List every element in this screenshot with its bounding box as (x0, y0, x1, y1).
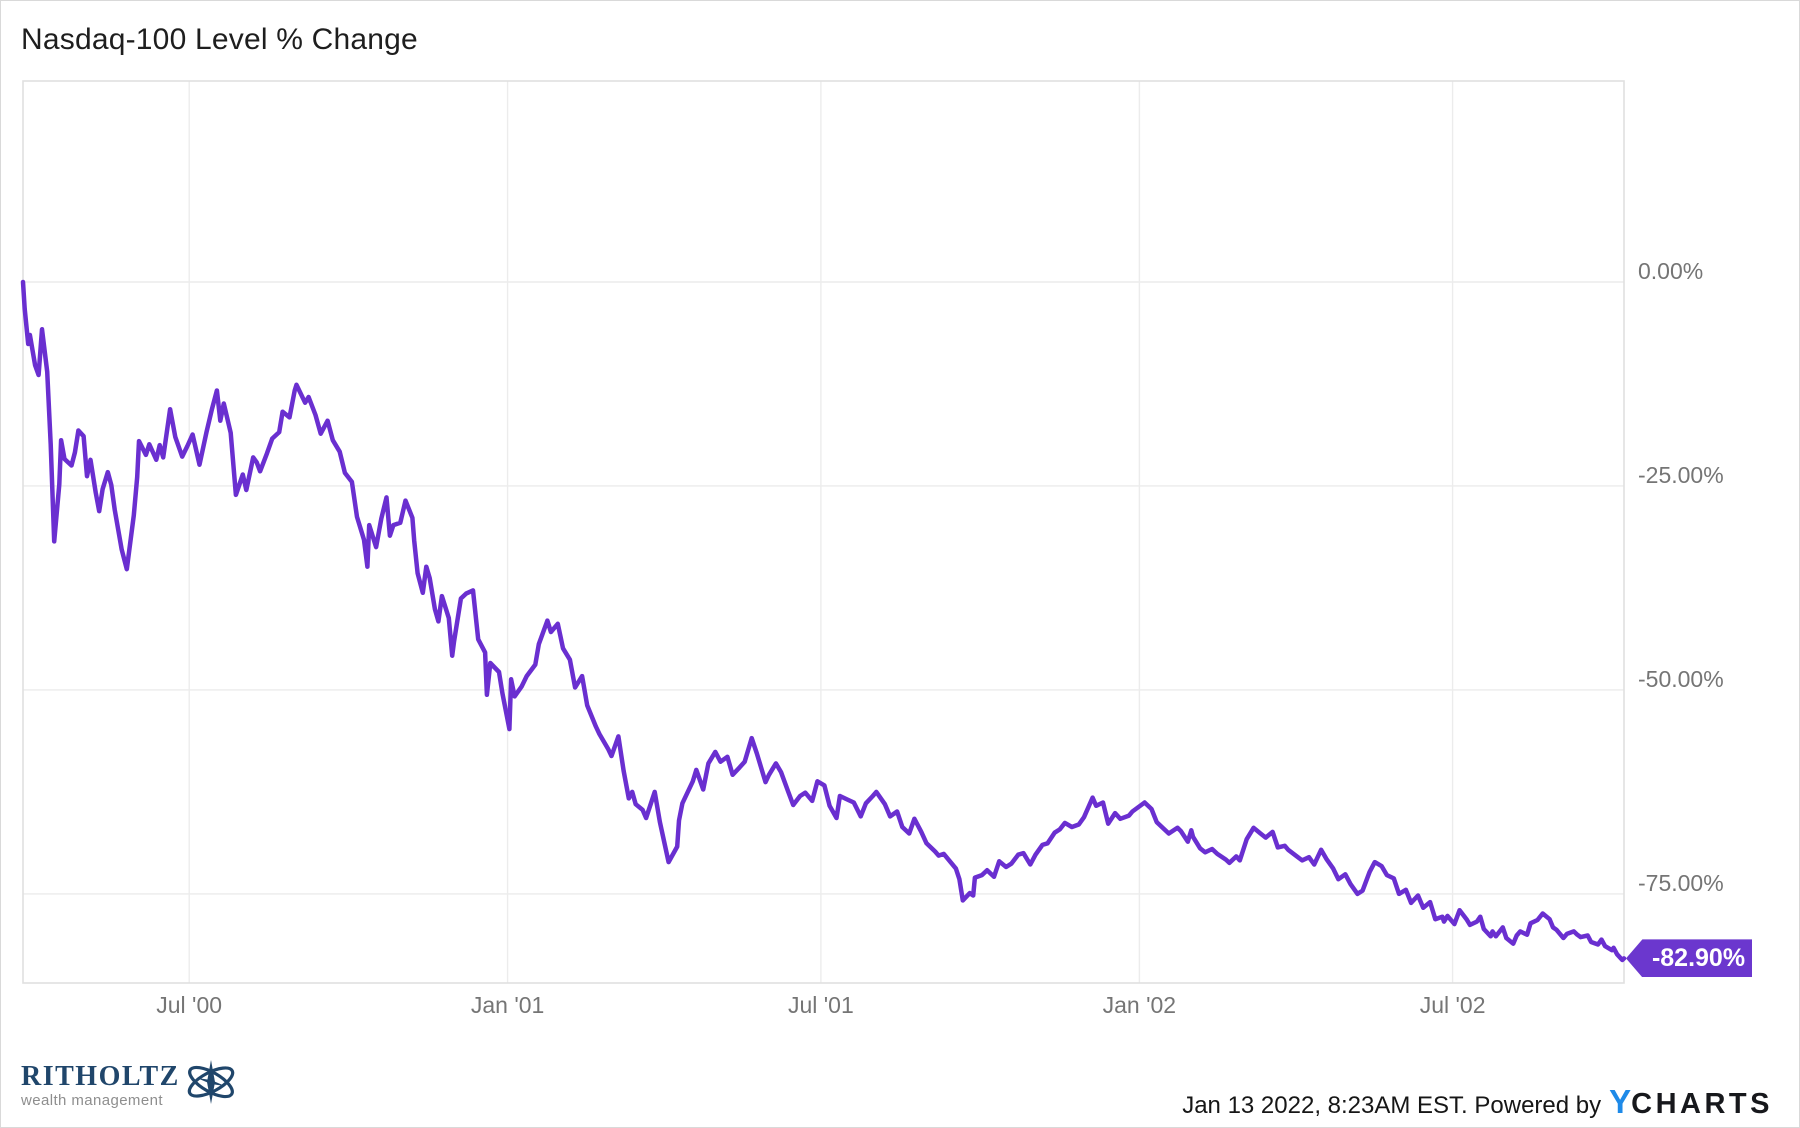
y-axis-tick-label: -75.00% (1638, 869, 1724, 896)
last-value-badge: -82.90% (1626, 939, 1752, 978)
x-axis-tick-label: Jul '01 (788, 992, 854, 1018)
powered-by-text: Powered by (1474, 1092, 1602, 1119)
plot-area[interactable] (22, 80, 1625, 984)
ritholtz-wordmark: RITHOLTZ (21, 1061, 180, 1092)
ycharts-logo: Y CHARTS (1609, 1085, 1773, 1119)
y-axis-tick-label: -50.00% (1638, 665, 1724, 692)
chart-title: Nasdaq-100 Level % Change (21, 23, 418, 56)
timestamp-text: Jan 13 2022, 8:23AM EST. (1182, 1092, 1468, 1119)
ritholtz-logo: RITHOLTZ wealth management (21, 1057, 238, 1114)
ritholtz-subtitle: wealth management (21, 1092, 163, 1109)
x-axis-tick-label: Jul '02 (1419, 992, 1486, 1018)
chart-attribution: Jan 13 2022, 8:23AM EST. Powered by Y CHA… (1182, 1085, 1773, 1120)
ycharts-logo-y: Y (1609, 1083, 1632, 1120)
x-axis-tick-label: Jan '02 (1102, 992, 1177, 1018)
y-axis-tick-label: 0.00% (1638, 257, 1704, 284)
ycharts-logo-charts: CHARTS (1631, 1088, 1773, 1120)
nasdaq-series-line (20, 279, 1627, 963)
x-axis-tick-label: Jul '00 (156, 992, 223, 1018)
y-axis-tick-label: -25.00% (1638, 461, 1724, 488)
x-axis-tick-label: Jan '01 (470, 992, 545, 1018)
globe-compass-icon (184, 1055, 238, 1114)
